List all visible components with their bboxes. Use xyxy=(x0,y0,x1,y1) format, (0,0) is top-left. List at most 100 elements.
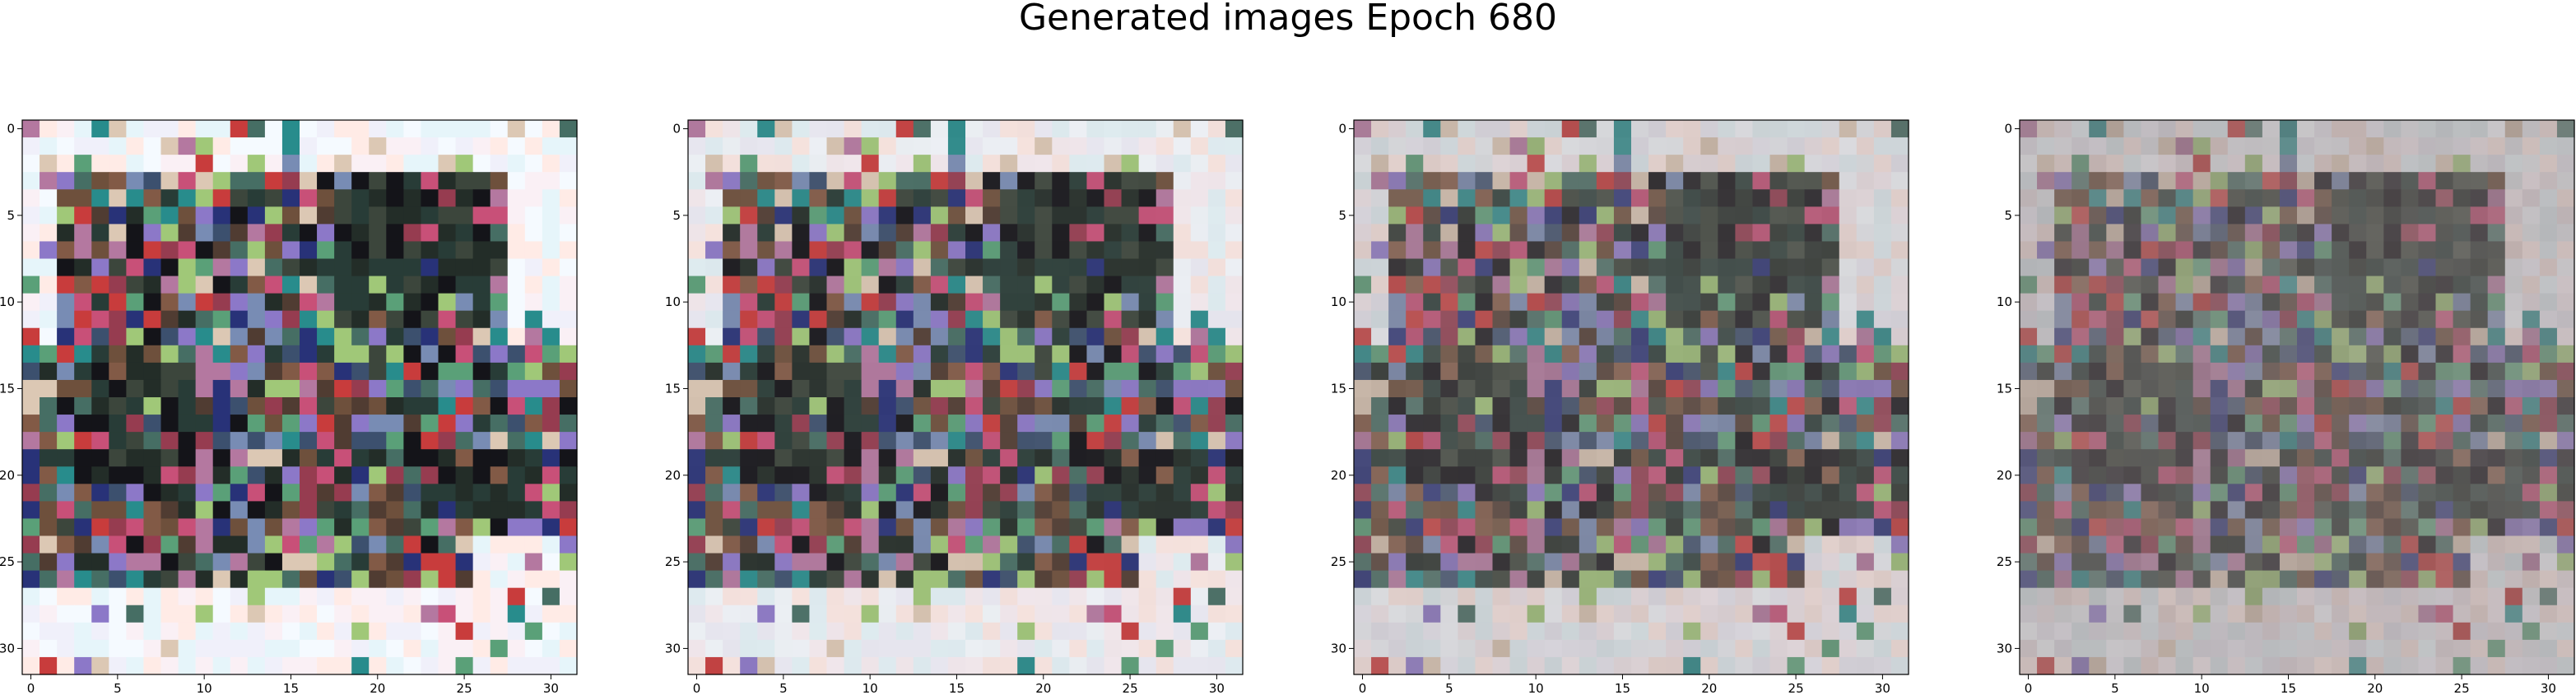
image-pixel xyxy=(826,137,845,155)
image-pixel xyxy=(1138,345,1157,364)
image-pixel xyxy=(2314,189,2332,207)
image-pixel xyxy=(22,535,40,554)
image-pixel xyxy=(2522,432,2541,450)
image-pixel xyxy=(74,189,92,207)
image-pixel xyxy=(2453,241,2471,260)
image-pixel xyxy=(878,172,897,190)
image-pixel xyxy=(1631,155,1649,173)
image-pixel xyxy=(2141,189,2160,207)
image-pixel xyxy=(40,327,58,346)
image-pixel xyxy=(490,415,509,433)
image-pixel xyxy=(2192,172,2211,190)
image-pixel xyxy=(2401,172,2420,190)
image-pixel xyxy=(212,241,231,260)
image-pixel xyxy=(1225,345,1244,364)
image-pixel xyxy=(1856,432,1875,450)
image-pixel xyxy=(126,501,145,520)
image-pixel xyxy=(1648,362,1667,381)
image-pixel xyxy=(723,570,741,589)
image-pixel xyxy=(1069,466,1088,484)
image-pixel xyxy=(300,155,318,173)
image-pixel xyxy=(334,172,352,190)
image-pixel xyxy=(2262,206,2281,225)
image-pixel xyxy=(264,120,283,138)
image-pixel xyxy=(1440,345,1458,364)
image-pixel xyxy=(1509,155,1528,173)
image-pixel xyxy=(2401,501,2420,520)
image-pixel xyxy=(109,449,127,467)
image-pixel xyxy=(1613,570,1632,589)
image-pixel xyxy=(281,622,300,641)
image-pixel xyxy=(1856,310,1875,329)
image-pixel xyxy=(2504,449,2523,467)
image-pixel xyxy=(507,466,526,484)
image-pixel xyxy=(1752,120,1771,138)
image-pixel xyxy=(2487,535,2506,554)
image-pixel xyxy=(2522,189,2541,207)
image-pixel xyxy=(300,518,318,537)
image-pixel xyxy=(178,120,197,138)
image-pixel xyxy=(1190,206,1209,225)
image-pixel xyxy=(1527,415,1546,433)
image-pixel xyxy=(524,258,543,277)
image-pixel xyxy=(1138,293,1157,312)
image-pixel xyxy=(351,137,370,155)
image-pixel xyxy=(1856,206,1875,225)
image-pixel xyxy=(2418,553,2437,572)
image-pixel xyxy=(2504,327,2523,346)
image-pixel xyxy=(2227,639,2246,658)
image-pixel xyxy=(2192,120,2211,138)
image-pixel xyxy=(1069,587,1088,606)
image-pixel xyxy=(1579,362,1597,381)
image-pixel xyxy=(1718,155,1736,173)
image-pixel xyxy=(1406,293,1424,312)
image-pixel xyxy=(2401,310,2420,329)
image-pixel xyxy=(2141,258,2160,277)
image-pixel xyxy=(2158,362,2177,381)
image-pixel xyxy=(455,466,474,484)
image-pixel xyxy=(1561,397,1580,415)
image-pixel xyxy=(930,189,949,207)
image-pixel xyxy=(1069,622,1088,641)
image-pixel xyxy=(1121,466,1140,484)
image-pixel xyxy=(507,327,526,346)
image-pixel xyxy=(317,570,335,589)
image-pixel xyxy=(757,327,775,346)
x-tick-label: 0 xyxy=(27,681,35,695)
image-pixel xyxy=(1752,587,1771,606)
image-pixel xyxy=(1069,327,1088,346)
image-pixel xyxy=(2175,310,2194,329)
image-pixel xyxy=(2453,466,2471,484)
image-pixel xyxy=(1856,189,1875,207)
image-pixel xyxy=(1561,120,1580,138)
image-pixel xyxy=(1406,587,1424,606)
image-pixel xyxy=(1138,137,1157,155)
image-pixel xyxy=(2192,535,2211,554)
image-pixel xyxy=(1492,449,1511,467)
image-pixel xyxy=(2020,224,2038,243)
image-pixel xyxy=(705,535,723,554)
image-pixel xyxy=(472,484,491,502)
image-pixel xyxy=(1458,501,1476,520)
image-pixel xyxy=(1475,241,1494,260)
image-pixel xyxy=(1804,362,1823,381)
image-pixel xyxy=(1354,501,1372,520)
image-pixel xyxy=(878,484,897,502)
image-pixel xyxy=(1735,310,1754,329)
image-pixel xyxy=(507,155,526,173)
image-pixel xyxy=(1527,172,1546,190)
image-pixel xyxy=(1423,605,1441,623)
image-pixel xyxy=(2297,189,2315,207)
image-pixel xyxy=(844,622,863,641)
image-pixel xyxy=(1752,155,1771,173)
image-pixel xyxy=(2175,656,2194,675)
image-pixel xyxy=(2401,137,2420,155)
image-pixel xyxy=(2556,379,2575,398)
image-pixel xyxy=(1527,553,1546,572)
image-pixel xyxy=(861,362,880,381)
image-pixel xyxy=(1225,484,1244,502)
image-pixel xyxy=(2401,484,2420,502)
image-pixel xyxy=(334,276,352,294)
image-pixel xyxy=(792,570,811,589)
image-pixel xyxy=(895,656,914,675)
